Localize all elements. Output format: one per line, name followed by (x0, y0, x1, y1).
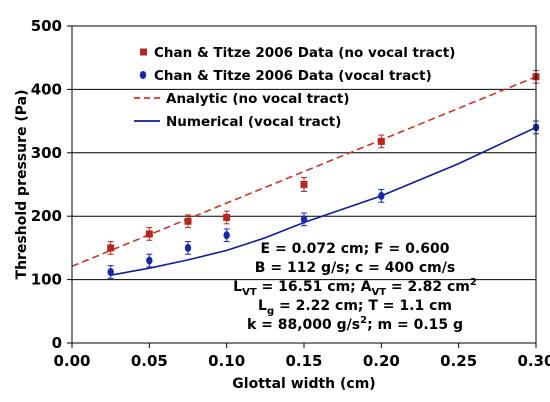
annotation-fragment: = 16.51 cm; A (257, 279, 372, 295)
annotation-fragment: 2 (470, 277, 477, 288)
annotation-fragment: E = 0.072 cm; F = 0.600 (261, 241, 450, 257)
annotation-fragment: k = 88,000 g/s (247, 317, 360, 333)
x-tick-label: 0.15 (285, 352, 322, 370)
annotation-fragment: L (233, 279, 242, 295)
legend-label: Chan & Titze 2006 Data (no vocal tract) (154, 45, 455, 61)
annotation-fragment: ; m = 0.15 g (367, 317, 463, 333)
data-point (377, 137, 385, 145)
annotation-line: Lg​ = 2.22 cm; T = 1.1 cm (258, 298, 452, 317)
grid-lines (72, 88, 536, 281)
annotation-line: E = 0.072 cm; F = 0.600 (261, 241, 450, 257)
annotation-fragment: = 2.82 cm (386, 279, 470, 295)
annotation-fragment: 2 (360, 315, 367, 326)
x-tick-label: 0.30 (517, 352, 550, 370)
annotation-fragment: L (258, 298, 267, 314)
data-point (378, 191, 385, 200)
annotation-fragment: g (267, 306, 274, 317)
parameter-annotations: E = 0.072 cm; F = 0.600 B = 112 g/s; c = … (233, 241, 477, 333)
annotation-fragment: = 2.22 cm; T = 1.1 cm (274, 298, 452, 314)
x-tick-label: 0.20 (363, 352, 400, 370)
y-axis-ticks: 0 100 200 300 400 500 (31, 17, 72, 352)
data-point (107, 244, 115, 252)
y-tick-label: 400 (31, 80, 62, 98)
annotation-fragment: VT (372, 287, 387, 298)
y-tick-label: 500 (31, 17, 62, 35)
legend: Chan & Titze 2006 Data (no vocal tract) C… (134, 45, 455, 130)
legend-label: Analytic (no vocal tract) (166, 91, 350, 107)
annotation-fragment: VT (242, 287, 257, 298)
data-point (184, 217, 192, 225)
annotation-fragment: B = 112 g/s; c = 400 cm/s (255, 260, 455, 276)
data-point (146, 256, 153, 265)
numerical-line (110, 126, 537, 276)
y-tick-label: 0 (52, 334, 62, 352)
data-point (107, 267, 114, 276)
legend-label: Chan & Titze 2006 Data (vocal tract) (154, 68, 432, 84)
y-tick-label: 300 (31, 144, 62, 162)
x-axis-label: Glottal width (cm) (232, 376, 375, 392)
y-axis-label: Threshold pressure (Pa) (14, 90, 30, 280)
y-tick-label: 200 (31, 207, 62, 225)
legend-marker (140, 48, 147, 56)
annotation-line: B = 112 g/s; c = 400 cm/s (255, 260, 455, 276)
x-tick-label: 0.05 (131, 352, 168, 370)
data-point (300, 181, 308, 188)
x-tick-label: 0.00 (53, 352, 90, 370)
annotation-line: k = 88,000 g/s2​; m = 0.15 g (247, 315, 463, 333)
x-tick-label: 0.10 (208, 352, 245, 370)
annotation-line: LVT​ = 16.51 cm; AVT​ = 2.82 cm2​ (233, 277, 477, 298)
plot-area (71, 69, 540, 279)
y-tick-label: 100 (31, 271, 62, 289)
legend-label: Numerical (vocal tract) (166, 114, 341, 130)
data-point (223, 231, 230, 240)
data-point (300, 215, 308, 224)
legend-marker (139, 71, 147, 79)
data-point (223, 213, 231, 221)
data-point (184, 243, 192, 252)
data-point (145, 230, 153, 238)
x-tick-label: 0.25 (440, 352, 477, 370)
x-axis-ticks: 0.00 0.05 0.10 0.15 0.20 0.25 0.30 (53, 343, 550, 370)
